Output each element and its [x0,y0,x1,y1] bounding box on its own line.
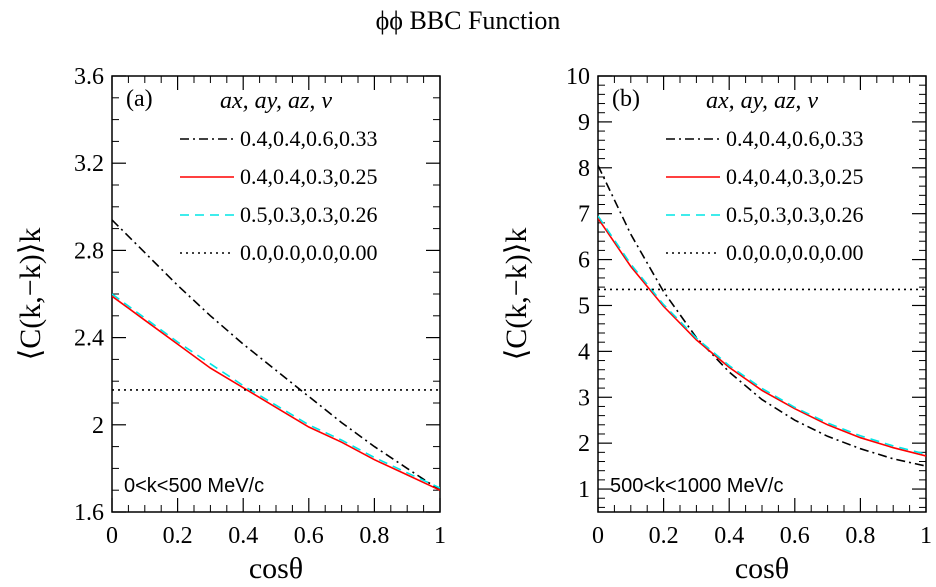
series-line-0 [598,165,926,467]
x-tick-label: 1 [920,523,932,549]
series-line-2 [112,293,440,489]
x-tick-label: 0.8 [359,523,389,549]
y-axis-title: ⟨C(k,−k)⟩k [14,228,47,361]
x-tick-label: 0.8 [845,523,875,549]
y-tick-label: 8 [578,156,590,182]
y-tick-label: 9 [578,110,590,136]
y-tick-label: 5 [578,293,590,319]
x-axis-title: cosθ [249,552,303,585]
y-tick-label: 2.8 [74,238,104,264]
y-tick-label: 2 [578,431,590,457]
panel-b: 0 0.2 0.4 0.6 0.8 1 1 2 3 4 5 6 7 8 9 10 cosθ ⟨C(k,−k)⟩k (… [500,64,932,585]
y-tick-label: 10 [566,64,590,90]
legend-entry-2: 0.5,0.3,0.3,0.26 [726,202,864,227]
panel-a: 0 0.2 0.4 0.6 0.8 1 1.6 2 2.4 2.8 3.2 3.6 cosθ ⟨C(k,−… [14,64,446,585]
figure-title: ϕϕ BBC Function [375,6,561,35]
x-tick-label: 0 [106,523,118,549]
x-tick-label: 1 [434,523,446,549]
y-tick-label: 3.2 [74,151,104,177]
legend-entry-1: 0.4,0.4,0.3,0.25 [240,164,378,189]
legend-entry-0: 0.4,0.4,0.6,0.33 [240,126,378,151]
y-tick-label: 1.6 [74,500,104,526]
legend-entry-3: 0.0,0.0,0.0,0.00 [726,240,864,265]
x-tick-label: 0 [592,523,604,549]
panel-label: (a) [126,86,153,112]
y-tick-label: 3.6 [74,64,104,90]
x-axis-title: cosθ [735,552,789,585]
series-line-1 [112,295,440,491]
y-tick-label: 7 [578,202,590,228]
y-tick-label: 4 [578,339,590,365]
panel-label: (b) [612,86,640,112]
legend-entry-3: 0.0,0.0,0.0,0.00 [240,240,378,265]
legend-header: ax, ay, az, v [220,88,332,114]
series-line-1 [598,217,926,457]
x-tick-label: 0.6 [780,523,810,549]
legend-entry-1: 0.4,0.4,0.3,0.25 [726,164,864,189]
y-tick-label: 1 [578,477,590,503]
y-axis-title: ⟨C(k,−k)⟩k [500,228,533,361]
y-tick-label: 3 [578,385,590,411]
legend-entry-0: 0.4,0.4,0.6,0.33 [726,126,864,151]
x-tick-label: 0.2 [649,523,679,549]
legend-header: ax, ay, az, v [706,88,818,114]
x-tick-label: 0.4 [714,523,744,549]
x-tick-label: 0.6 [294,523,324,549]
y-tick-label: 2 [92,413,104,439]
k-range-label: 500<k<1000 MeV/c [610,475,783,497]
x-tick-label: 0.2 [163,523,193,549]
series-line-2 [598,215,926,455]
x-tick-label: 0.4 [228,523,258,549]
y-tick-label: 2.4 [74,326,104,352]
legend-entry-2: 0.5,0.3,0.3,0.26 [240,202,378,227]
y-tick-label: 6 [578,248,590,274]
series-line-0 [112,219,440,491]
k-range-label: 0<k<500 MeV/c [124,475,264,497]
